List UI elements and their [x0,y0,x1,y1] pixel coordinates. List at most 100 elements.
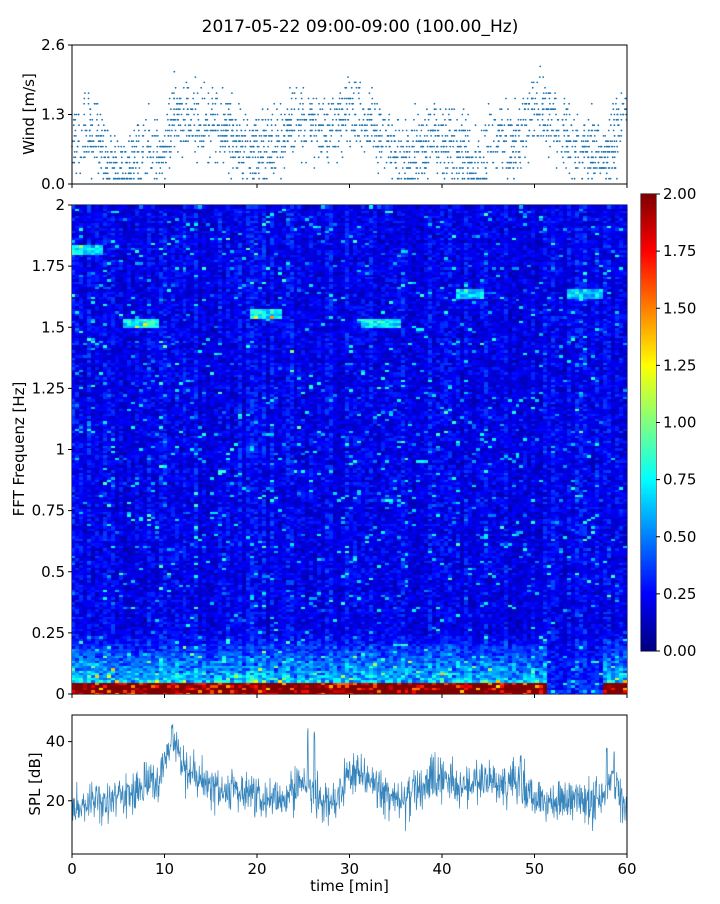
wind-point [84,92,86,94]
wind-point [135,135,138,137]
wind-point [455,129,458,132]
wind-point [549,102,551,105]
wind-point [329,108,332,111]
wind-point [575,129,577,132]
wind-point [485,129,488,132]
wind-point [314,118,317,121]
wind-point [400,145,402,148]
wind-point [486,145,488,148]
wind-point [242,156,245,159]
wind-point [366,140,369,143]
wind-point [73,140,76,143]
wind-point [424,118,426,121]
wind-point [344,113,346,116]
wind-point [517,124,520,127]
wind-point [594,129,596,132]
wind-point [371,102,373,105]
wind-point [332,102,335,105]
wind-point [547,156,550,159]
wind-point [204,124,207,127]
wind-point [383,167,386,169]
wind-point [217,135,220,137]
wind-point [463,177,466,180]
wind-point [277,135,280,137]
wind-point [620,129,623,132]
wind-point [179,140,182,143]
wind-point [73,161,75,164]
wind-point [326,156,329,159]
wind-point [76,145,79,148]
wind-point [624,108,627,111]
wind-point [298,124,301,127]
wind-point [514,156,516,159]
wind-point [610,151,613,153]
wind-point [232,167,234,169]
wind-point [255,118,257,121]
wind-point [425,140,428,143]
wind-point [176,97,179,100]
wind-point [422,124,424,127]
wind-point [263,145,265,148]
wind-point [411,161,414,164]
wind-point [449,156,452,159]
wind-point [204,129,206,132]
wind-point [89,145,92,148]
wind-point [222,129,225,132]
wind-point [405,145,408,148]
wind-point [339,118,342,121]
wind-point [260,140,263,143]
wind-point [106,167,108,169]
wind-point [205,129,208,132]
wind-point [492,140,495,143]
wind-point [106,161,109,164]
wind-point [225,124,228,127]
wind-point [435,108,437,111]
wind-point [166,129,169,132]
wind-point [326,145,329,148]
wind-point [579,151,582,153]
wind-point [524,118,527,121]
wind-point [193,113,195,116]
wind-point [91,124,94,127]
wind-point [372,145,375,148]
wind-point [420,129,423,132]
wind-point [165,151,168,153]
wind-point [453,129,456,132]
wind-point [273,161,275,164]
wind-point [219,151,221,153]
wind-point [114,161,117,164]
wind-point [235,135,238,137]
wind-point [566,145,569,148]
wind-point [443,177,446,180]
wind-point [146,172,149,175]
wind-point [198,135,201,137]
wind-point [129,177,132,180]
wind-point [427,161,430,164]
wind-point [88,129,91,132]
wind-point [177,108,180,111]
wind-point [116,140,119,143]
wind-point [474,161,476,164]
wind-point [311,102,313,105]
wind-point [220,129,223,132]
wind-point [622,113,625,116]
wind-point [507,124,510,127]
wind-point [91,140,94,143]
wind-point [609,177,612,180]
x-tick-label: 0 [67,860,77,878]
wind-point [577,135,580,137]
wind-point [505,140,508,143]
wind-point [185,135,188,137]
wind-point [562,124,565,127]
wind-point [209,129,212,132]
wind-point [195,102,198,105]
wind-point [106,172,109,175]
wind-point [348,97,350,100]
wind-point [271,161,274,164]
wind-point [598,156,601,159]
spectrogram-y-tick-label: 0.25 [32,624,65,642]
wind-point [231,92,233,94]
wind-point [507,108,509,111]
